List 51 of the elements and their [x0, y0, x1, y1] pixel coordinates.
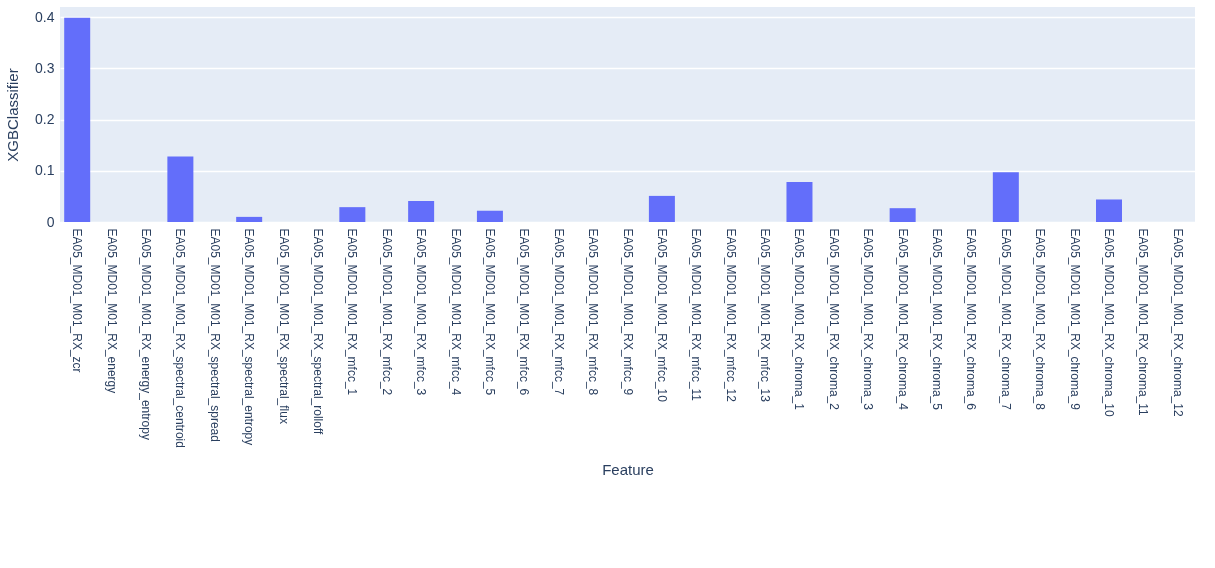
x-tick-label: EA05_MD01_M01_RX_zcr: [70, 228, 85, 373]
bar: [167, 156, 194, 222]
x-tick-label: EA05_MD01_M01_RX_spectral_rolloff: [310, 228, 325, 436]
y-tick-label: 0.3: [35, 59, 55, 76]
x-tick-label: EA05_MD01_M01_RX_chroma_5: [930, 228, 945, 411]
bar: [992, 172, 1019, 222]
bar: [339, 207, 366, 222]
bar: [64, 17, 91, 222]
x-tick-label: EA05_MD01_M01_RX_chroma_3: [861, 228, 876, 411]
x-tick-label: EA05_MD01_M01_RX_mfcc_7: [551, 228, 566, 396]
x-tick-label: EA05_MD01_M01_RX_energy_entropy: [138, 228, 153, 440]
x-tick-label: EA05_MD01_M01_RX_mfcc_5: [482, 228, 497, 396]
bar: [236, 216, 263, 222]
bar: [889, 208, 916, 222]
x-tick-label: EA05_MD01_M01_RX_mfcc_6: [517, 228, 532, 396]
x-tick-label: EA05_MD01_M01_RX_chroma_10: [1102, 228, 1117, 417]
x-tick-label: EA05_MD01_M01_RX_mfcc_4: [448, 228, 463, 396]
x-tick-label: EA05_MD01_M01_RX_chroma_12: [1170, 228, 1185, 417]
y-tick-label: 0.4: [35, 8, 55, 25]
x-tick-label: EA05_MD01_M01_RX_chroma_2: [826, 228, 841, 411]
x-tick-label: EA05_MD01_M01_RX_spectral_centroid: [173, 228, 188, 448]
x-tick-label: EA05_MD01_M01_RX_chroma_6: [964, 228, 979, 411]
x-tick-label: EA05_MD01_M01_RX_chroma_7: [998, 228, 1013, 411]
bar: [1096, 199, 1123, 222]
x-tick-label: EA05_MD01_M01_RX_mfcc_2: [379, 228, 394, 396]
x-tick-label: EA05_MD01_M01_RX_mfcc_11: [689, 228, 704, 402]
x-tick-label: EA05_MD01_M01_RX_mfcc_3: [414, 228, 429, 396]
x-axis-title: Feature: [602, 460, 654, 478]
x-tick-label: EA05_MD01_M01_RX_spectral_entropy: [242, 228, 257, 446]
bar: [786, 182, 813, 222]
x-tick-label: EA05_MD01_M01_RX_mfcc_13: [758, 228, 773, 403]
y-tick-label: 0.1: [35, 162, 55, 179]
bar: [408, 201, 435, 222]
x-tick-label: EA05_MD01_M01_RX_mfcc_1: [345, 228, 360, 396]
y-tick-label: 0.2: [35, 111, 55, 128]
x-tick-label: EA05_MD01_M01_RX_spectral_flux: [276, 228, 291, 424]
x-tick-label: EA05_MD01_M01_RX_spectral_spread: [207, 228, 222, 442]
x-tick-label: EA05_MD01_M01_RX_mfcc_8: [586, 228, 601, 396]
bar: [476, 210, 503, 222]
x-tick-label: EA05_MD01_M01_RX_mfcc_10: [654, 228, 669, 403]
y-tick-label: 0: [46, 213, 55, 230]
x-tick-label: EA05_MD01_M01_RX_chroma_9: [1067, 228, 1082, 411]
x-tick-label: EA05_MD01_M01_RX_energy: [104, 228, 119, 394]
y-axis-title: XGBClassifier: [4, 68, 22, 162]
x-tick-label: EA05_MD01_M01_RX_chroma_11: [1136, 228, 1151, 417]
x-tick-label: EA05_MD01_M01_RX_mfcc_9: [620, 228, 635, 396]
x-tick-label: EA05_MD01_M01_RX_chroma_1: [792, 228, 807, 411]
x-tick-label: EA05_MD01_M01_RX_mfcc_12: [723, 228, 738, 403]
x-tick-label: EA05_MD01_M01_RX_chroma_4: [895, 228, 910, 411]
x-tick-label: EA05_MD01_M01_RX_chroma_8: [1033, 228, 1048, 411]
bar: [648, 195, 675, 222]
